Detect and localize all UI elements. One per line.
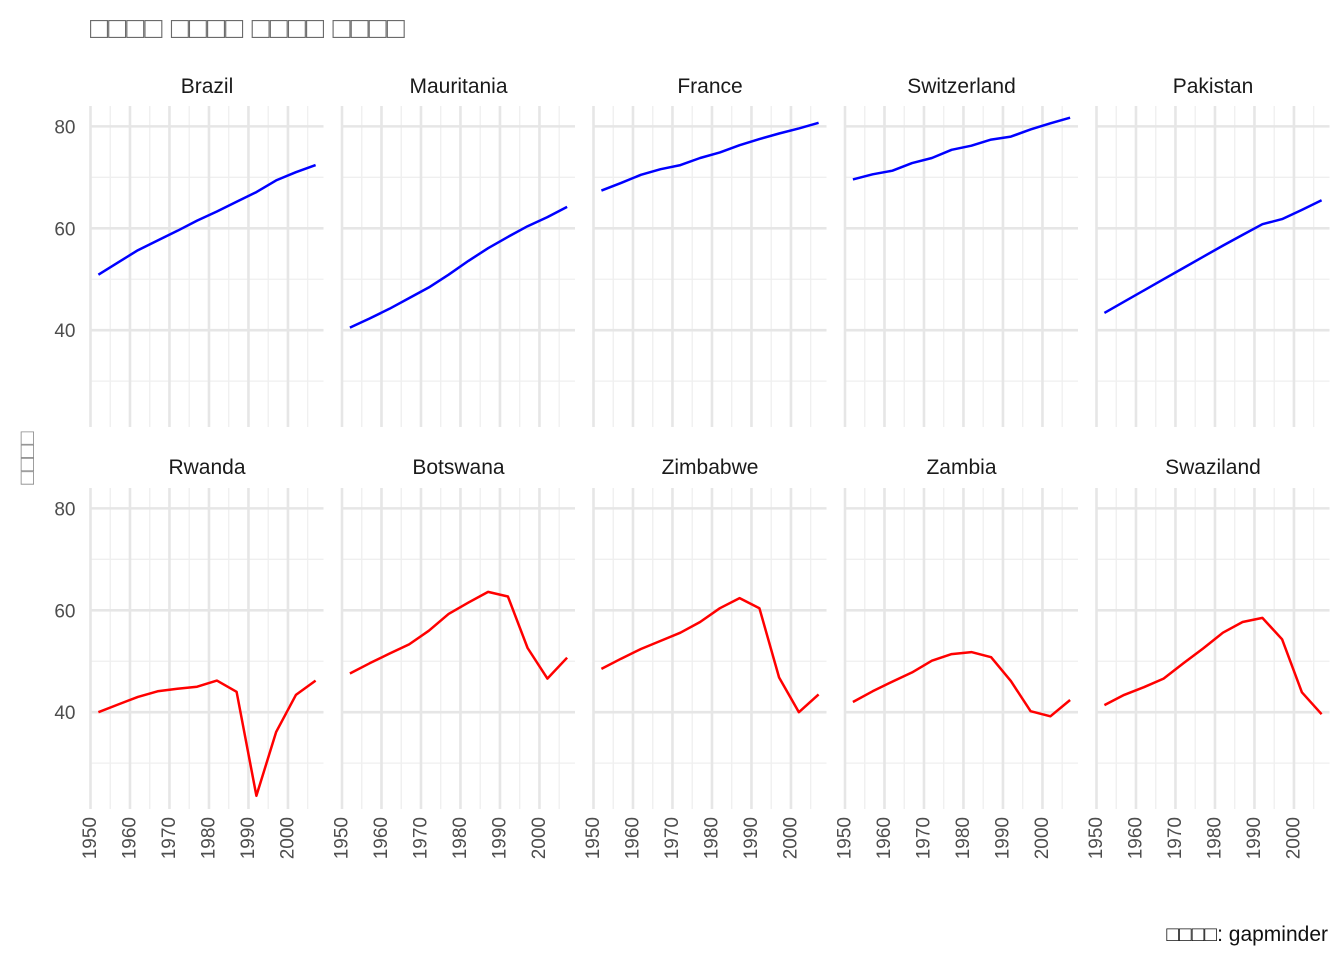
facet-strip-label: Pakistan [1173, 75, 1254, 98]
series-line [97, 163, 317, 276]
series-line [1103, 199, 1323, 314]
x-tick-label: 1960 [1125, 817, 1146, 859]
x-tick-label: 1970 [410, 817, 431, 859]
y-axis-label: □□□□ [14, 431, 39, 484]
chart-title: □□□□ □□□□ □□□□ □□□□ [90, 12, 406, 45]
series-line [97, 679, 317, 798]
facet-panel: Pakistan [1095, 75, 1330, 427]
x-tick-label: 1980 [450, 817, 471, 859]
x-tick-label: 1980 [701, 817, 722, 859]
x-tick-label: 2000 [529, 817, 550, 859]
y-tick-label: 40 [54, 703, 75, 724]
x-tick-label: 1960 [874, 817, 895, 859]
x-tick-label: 1960 [371, 817, 392, 859]
x-tick-label: 1990 [489, 817, 510, 859]
facet-panel: Swaziland 1950 1960 1970 1980 1990 2000 [1086, 456, 1330, 859]
facet-strip-label: Zambia [926, 456, 996, 479]
chart-caption: □□□□: gapminder [1166, 923, 1328, 946]
facet-panel: Rwanda 40 60 80 1950 1960 1970 1980 1990 2000 [54, 456, 324, 859]
facet-strip-label: Rwanda [168, 456, 245, 479]
facet-strip-label: Swaziland [1165, 456, 1261, 479]
facet-panel: Brazil 40 60 80 [54, 75, 324, 427]
y-tick-label: 80 [54, 117, 75, 138]
facet-strip-label: Mauritania [409, 75, 507, 98]
facet-panel: France [592, 75, 827, 427]
x-tick-label: 2000 [780, 817, 801, 859]
x-tick-label: 1990 [992, 817, 1013, 859]
series-line [600, 596, 820, 714]
series-line [852, 116, 1071, 181]
x-tick-label: 1960 [622, 817, 643, 859]
y-tick-label: 80 [54, 499, 75, 520]
series-line [349, 205, 568, 329]
x-tick-label: 2000 [1283, 817, 1304, 859]
x-tick-label: 1970 [159, 817, 180, 859]
facet-panel: Botswana 1950 1960 1970 1980 1990 2000 [332, 456, 575, 859]
facet-panel: Mauritania [340, 75, 575, 427]
x-tick-label: 1970 [913, 817, 934, 859]
x-tick-label: 1960 [119, 817, 140, 859]
x-tick-label: 2000 [277, 817, 298, 859]
x-tick-label: 1990 [741, 817, 762, 859]
y-tick-label: 60 [54, 219, 75, 240]
facet-strip-label: Switzerland [907, 75, 1016, 98]
x-tick-label: 1950 [1086, 817, 1107, 859]
series-line [1103, 616, 1323, 716]
facet-panel: Zimbabwe 1950 1960 1970 1980 1990 2000 [583, 456, 827, 859]
facet-panel: Zambia 1950 1960 1970 1980 1990 2000 [835, 456, 1078, 859]
x-tick-label: 1950 [332, 817, 353, 859]
y-tick-label: 40 [54, 321, 75, 342]
x-tick-label: 1970 [1165, 817, 1186, 859]
x-tick-label: 1980 [953, 817, 974, 859]
y-tick-label: 60 [54, 601, 75, 622]
series-line [600, 121, 819, 192]
x-tick-label: 1990 [1244, 817, 1265, 859]
facet-strip-label: France [677, 75, 742, 98]
facet-panel: Switzerland [843, 75, 1078, 427]
x-tick-label: 1980 [1204, 817, 1225, 859]
facet-strip-label: Brazil [181, 75, 234, 98]
x-tick-label: 1950 [835, 817, 856, 859]
x-tick-label: 2000 [1032, 817, 1053, 859]
x-tick-label: 1970 [662, 817, 683, 859]
series-line [852, 650, 1071, 718]
x-tick-label: 1990 [238, 817, 259, 859]
facet-panels: Brazil 40 60 80 Mauritania France Switzerland P… [54, 75, 1330, 859]
x-tick-label: 1950 [80, 817, 101, 859]
x-tick-label: 1950 [583, 817, 604, 859]
facet-strip-label: Botswana [412, 456, 505, 479]
series-line [349, 590, 569, 680]
facet-strip-label: Zimbabwe [662, 456, 759, 479]
x-tick-label: 1980 [198, 817, 219, 859]
